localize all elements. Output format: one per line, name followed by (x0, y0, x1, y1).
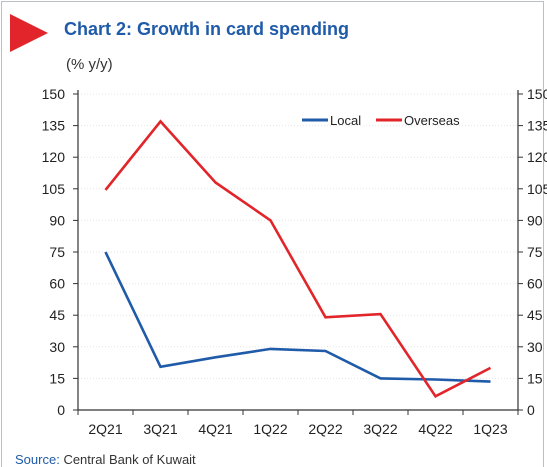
right-tick-label: 105 (527, 181, 547, 197)
left-tick-label: 120 (42, 149, 66, 165)
source-label: Source: (15, 452, 60, 467)
left-tick-label: 60 (49, 276, 65, 292)
x-tick-label: 4Q21 (198, 421, 232, 437)
legend-label: Overseas (404, 113, 460, 128)
source-note: Source: Central Bank of Kuwait (15, 452, 196, 467)
left-tick-label: 45 (49, 307, 65, 323)
left-tick-label: 0 (57, 402, 65, 418)
x-tick-label: 2Q21 (88, 421, 122, 437)
y-axis-unit: (% y/y) (66, 56, 113, 73)
left-tick-label: 30 (49, 339, 65, 355)
x-tick-label: 4Q22 (418, 421, 452, 437)
right-tick-label: 15 (527, 370, 543, 386)
line-chart: 0 15 30 45 60 75 90 105 120 135 150 0 15 30 45 60 75 90 10… (42, 86, 547, 437)
right-tick-label: 135 (527, 118, 547, 134)
right-tick-label: 30 (527, 339, 543, 355)
red-triangle-marker-icon (10, 14, 48, 52)
right-tick-label: 45 (527, 307, 543, 323)
right-tick-label: 120 (527, 149, 547, 165)
left-tick-label: 15 (49, 370, 65, 386)
chart-title: Chart 2: Growth in card spending (64, 19, 350, 39)
right-tick-label: 150 (527, 86, 547, 102)
right-tick-label: 75 (527, 244, 543, 260)
x-tick-label: 2Q22 (308, 421, 342, 437)
right-tick-label: 60 (527, 276, 543, 292)
left-tick-label: 150 (42, 86, 66, 102)
source-text: Central Bank of Kuwait (63, 452, 196, 467)
left-tick-label: 90 (49, 212, 65, 228)
overseas-series-line (104, 119, 492, 398)
left-tick-label: 105 (42, 181, 66, 197)
x-tick-label: 3Q21 (143, 421, 177, 437)
left-tick-label: 75 (49, 244, 65, 260)
right-tick-label: 90 (527, 212, 543, 228)
left-tick-label: 135 (42, 118, 66, 134)
legend-label: Local (330, 113, 361, 128)
x-tick-label: 1Q23 (473, 421, 507, 437)
local-series-line (104, 251, 491, 383)
x-tick-label: 1Q22 (253, 421, 287, 437)
x-tick-label: 3Q22 (363, 421, 397, 437)
right-tick-label: 0 (527, 402, 535, 418)
